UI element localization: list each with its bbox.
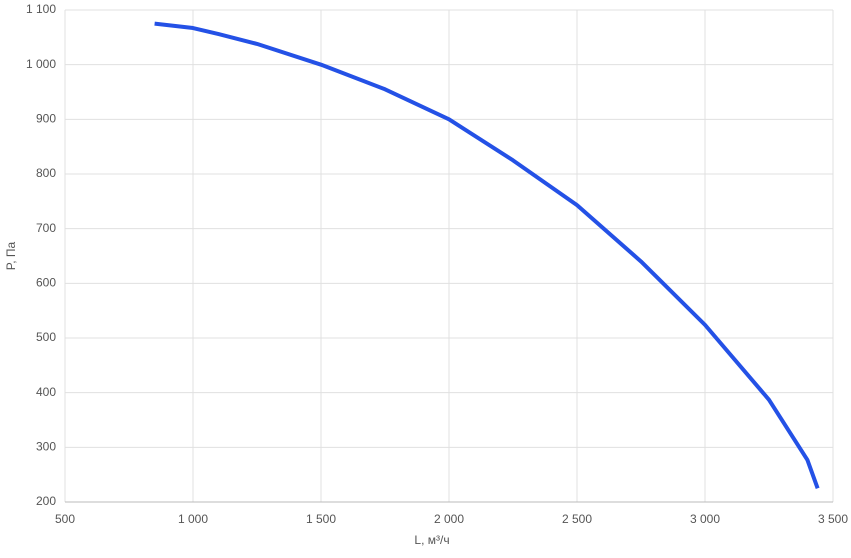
y-tick-label: 200: [36, 494, 56, 508]
data-line: [154, 21, 820, 490]
y-tick-label: 1 100: [26, 2, 56, 16]
x-tick-label: 2 500: [562, 512, 592, 526]
x-tick-label: 3 500: [818, 512, 848, 526]
y-tick-label: 1 000: [26, 57, 56, 71]
x-tick-label: 500: [55, 512, 75, 526]
y-tick-label: 500: [36, 330, 56, 344]
y-tick-label: 600: [36, 276, 56, 290]
x-axis-label: L, м³/ч: [414, 533, 449, 547]
y-tick-label: 400: [36, 385, 56, 399]
y-tick-label: 300: [36, 440, 56, 454]
y-axis-label: P, Па: [4, 241, 18, 270]
y-tick-label: 900: [36, 112, 56, 126]
x-tick-label: 1 500: [306, 512, 336, 526]
y-tick-label: 700: [36, 221, 56, 235]
x-tick-label: 3 000: [690, 512, 720, 526]
x-tick-label: 1 000: [178, 512, 208, 526]
y-tick-label: 800: [36, 166, 56, 180]
x-tick-label: 2 000: [434, 512, 464, 526]
